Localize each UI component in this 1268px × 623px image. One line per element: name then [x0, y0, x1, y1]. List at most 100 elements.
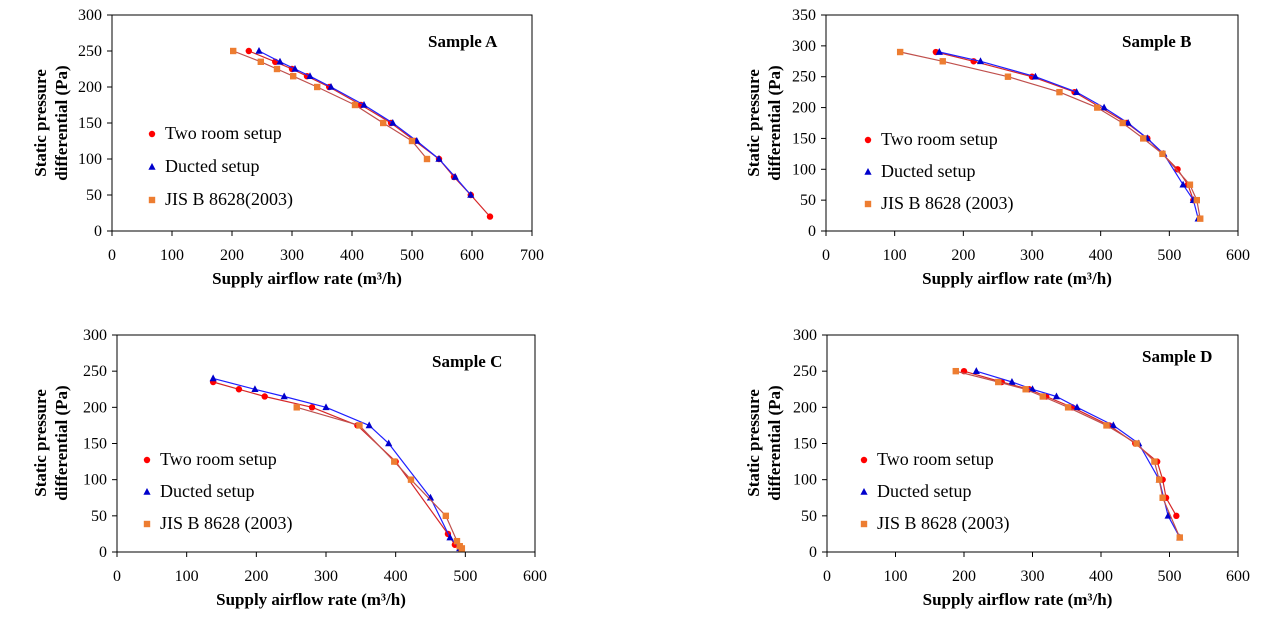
x-tick-label: 400 [1089, 568, 1113, 585]
y-axis-title-line-2: differential (Pa) [52, 385, 71, 500]
data-point-square [273, 65, 281, 73]
data-point-square [423, 155, 431, 163]
x-tick-label: 600 [1226, 247, 1250, 264]
data-point-square [290, 73, 297, 80]
y-axis-title-line-2: differential (Pa) [765, 65, 784, 180]
data-point-triangle [251, 385, 259, 393]
data-point-triangle [385, 439, 393, 447]
data-point-triangle [1179, 180, 1187, 188]
data-point-triangle [306, 72, 314, 79]
data-point-square [391, 458, 398, 465]
y-tick-label: 150 [792, 130, 816, 147]
legend-marker-circle [860, 456, 868, 464]
legend-marker-square [860, 520, 868, 528]
data-point-square [1176, 534, 1183, 541]
legend-marker-square [143, 520, 151, 528]
x-tick-label: 300 [1020, 247, 1044, 264]
data-point-square [351, 101, 359, 109]
trend-line-circle [963, 370, 1177, 517]
x-tick-label: 100 [175, 568, 199, 585]
x-tick-label: 100 [884, 568, 908, 585]
data-point-square [1156, 476, 1163, 483]
data-point-square [1064, 404, 1072, 411]
x-tick-label: 400 [1089, 247, 1113, 264]
x-tick-label: 200 [220, 247, 244, 264]
data-point-circle [1174, 166, 1181, 173]
y-tick-label: 250 [792, 69, 816, 86]
data-point-circle [261, 393, 268, 400]
data-point-square [1103, 422, 1110, 429]
x-tick-label: 0 [113, 568, 121, 585]
data-point-square [952, 367, 959, 375]
sample-title: Sample C [432, 352, 502, 371]
x-tick-label: 100 [883, 247, 907, 264]
data-point-triangle [446, 533, 454, 541]
data-point-triangle [360, 101, 368, 108]
y-tick-label: 50 [91, 508, 107, 525]
x-tick-label: 0 [108, 247, 116, 264]
data-point-square [1119, 119, 1126, 127]
y-tick-label: 100 [792, 161, 816, 178]
x-tick-label: 300 [314, 568, 338, 585]
x-tick-label: 200 [952, 568, 976, 585]
legend-label: Ducted setup [881, 161, 975, 181]
y-tick-label: 50 [86, 187, 102, 204]
y-tick-label: 250 [78, 43, 102, 60]
data-point-triangle [467, 191, 475, 198]
data-point-circle [235, 386, 243, 393]
y-tick-label: 0 [99, 544, 107, 561]
data-point-circle [1173, 512, 1180, 520]
y-tick-label: 300 [83, 327, 107, 344]
x-tick-label: 600 [1226, 568, 1250, 585]
y-tick-label: 50 [801, 508, 817, 525]
legend-label: JIS B 8628 (2003) [877, 513, 1010, 534]
legend-marker-triangle [143, 488, 151, 495]
x-tick-label: 400 [340, 247, 364, 264]
y-tick-label: 100 [793, 472, 817, 489]
data-point-triangle [255, 47, 263, 54]
data-point-triangle [1164, 511, 1172, 519]
x-tick-label: 300 [1021, 568, 1045, 585]
x-tick-label: 500 [453, 568, 477, 585]
data-point-triangle [935, 48, 943, 55]
x-tick-label: 300 [280, 247, 304, 264]
data-point-triangle [276, 57, 284, 65]
y-tick-label: 150 [78, 115, 102, 132]
x-axis-title: Supply airflow rate (m³/h) [923, 590, 1113, 609]
chart-panel-2: 0 100 200 300 400 500 600 0 50 100 150 200 250 300 350… [744, 7, 1250, 288]
legend-label: JIS B 8628(2003) [165, 189, 293, 210]
data-point-square [1193, 196, 1200, 204]
x-tick-label: 400 [384, 568, 408, 585]
data-point-square [1039, 393, 1046, 400]
x-tick-label: 200 [951, 247, 975, 264]
sample-title: Sample A [428, 32, 498, 51]
data-point-square [1140, 135, 1147, 142]
y-tick-label: 100 [83, 472, 107, 489]
y-tick-label: 50 [800, 192, 816, 209]
data-point-square [442, 512, 450, 520]
data-point-triangle [389, 119, 397, 126]
y-tick-label: 200 [78, 79, 102, 96]
x-tick-label: 700 [520, 247, 544, 264]
data-point-triangle [976, 57, 985, 65]
x-axis-title: Supply airflow rate (m³/h) [922, 269, 1112, 288]
data-point-square [1004, 73, 1012, 80]
data-point-triangle [1109, 421, 1117, 429]
data-point-triangle [1100, 103, 1108, 111]
data-point-square [1094, 104, 1101, 111]
data-point-circle [486, 213, 494, 220]
data-point-triangle [1028, 385, 1037, 393]
x-axis-title: Supply airflow rate (m³/h) [216, 590, 406, 609]
data-point-triangle [365, 421, 373, 429]
legend-marker-circle [143, 456, 151, 464]
y-tick-label: 200 [793, 399, 817, 416]
y-axis-title-line-1: Static pressure [31, 389, 50, 497]
y-tick-label: 0 [94, 223, 102, 240]
legend-label: Ducted setup [160, 481, 254, 501]
data-point-circle [245, 47, 252, 55]
data-point-square [1186, 181, 1194, 188]
data-point-square [1056, 88, 1063, 96]
legend-marker-triangle [864, 168, 872, 175]
data-point-square [380, 119, 387, 127]
y-axis-title-line-1: Static pressure [31, 69, 50, 177]
